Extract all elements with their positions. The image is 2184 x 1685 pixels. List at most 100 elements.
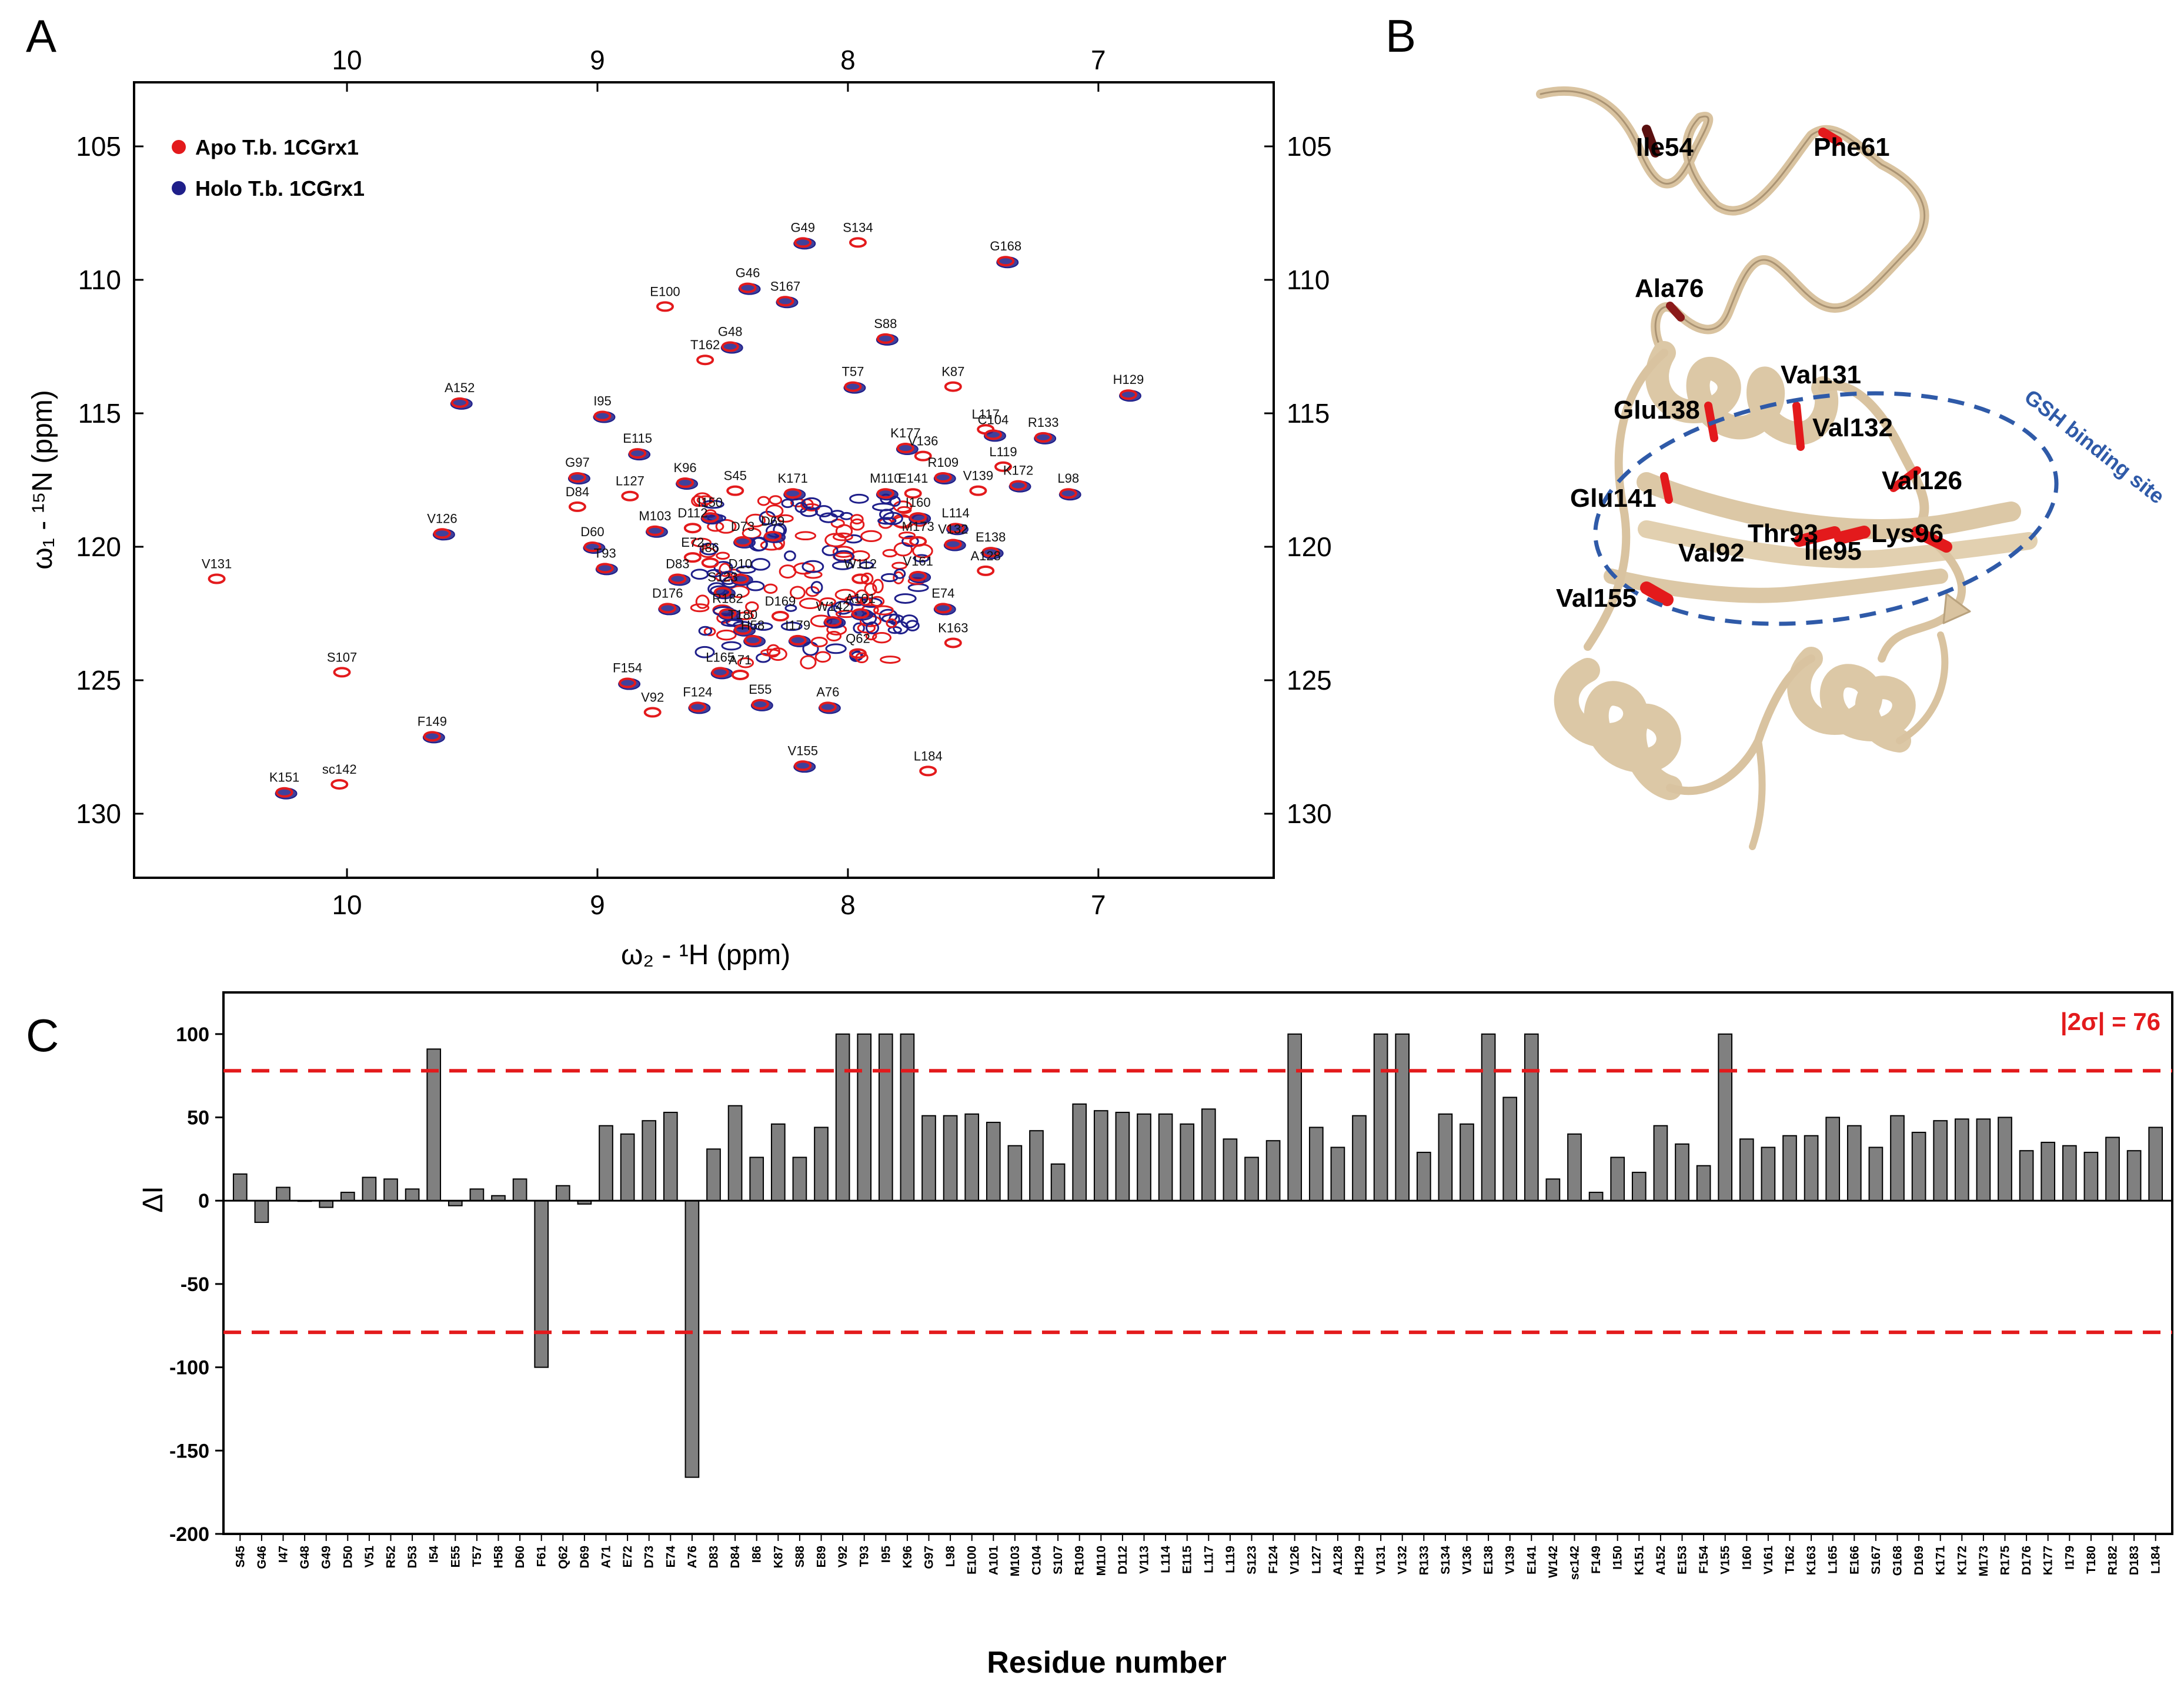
x-tick-label-bottom: 7 xyxy=(1091,890,1106,920)
peak-contour xyxy=(859,561,874,570)
peak-contour xyxy=(745,513,766,528)
label-lys96: Lys96 xyxy=(1871,519,1943,548)
peak-apo xyxy=(593,410,612,422)
peak-apo xyxy=(764,530,782,541)
peak-contour xyxy=(819,512,838,523)
x-tick-label: V131 xyxy=(1374,1546,1388,1574)
x-tick-label: K172 xyxy=(1955,1546,1969,1575)
x-tick-label: A101 xyxy=(987,1546,1000,1576)
sigma-label: |2σ| = 76 xyxy=(2061,1008,2160,1036)
x-tick-label: R133 xyxy=(1417,1546,1431,1575)
peak-apo xyxy=(713,587,732,598)
x-tick-label: V155 xyxy=(1719,1546,1732,1574)
peak-label: D84 xyxy=(566,484,589,499)
peak-apo xyxy=(656,301,674,312)
bar-k151 xyxy=(1631,1172,1647,1202)
bar-s107 xyxy=(1050,1163,1066,1202)
peak-apo xyxy=(944,381,962,392)
bar-d112 xyxy=(1115,1112,1130,1202)
peak-contour xyxy=(860,530,882,543)
peak-label: A76 xyxy=(816,684,839,699)
bar-v132 xyxy=(1395,1033,1410,1202)
peak-apo xyxy=(909,512,927,523)
x-tick-label: S167 xyxy=(1869,1546,1883,1574)
peak-apo xyxy=(208,573,226,584)
peak-apo xyxy=(696,355,714,366)
peak-contour xyxy=(763,583,778,594)
peak-label: R182 xyxy=(712,591,743,606)
bar-f124 xyxy=(1265,1140,1281,1202)
y-tick-label: 100 xyxy=(176,1024,209,1046)
x-tick-label: R175 xyxy=(1999,1546,2012,1576)
peak-label: A101 xyxy=(846,591,876,606)
label-val132: Val132 xyxy=(1812,413,1893,442)
x-tick-label: K177 xyxy=(2042,1546,2055,1575)
peak-contour xyxy=(698,626,713,636)
bar-t162 xyxy=(1782,1135,1797,1202)
x-tick-label: T57 xyxy=(470,1546,484,1567)
y-tick-label-right: 120 xyxy=(1287,531,1332,562)
peak-contour xyxy=(898,531,916,540)
legend-apo-marker xyxy=(172,140,186,154)
peak-contour xyxy=(794,531,817,541)
protein-ribbon xyxy=(1536,86,2038,850)
legend-holo-label: Holo T.b. 1CGrx1 xyxy=(195,176,365,200)
bar-d183 xyxy=(2126,1150,2142,1202)
x-tick-label: D83 xyxy=(707,1546,721,1569)
y-tick-label-left: 105 xyxy=(76,131,121,162)
bar-d169 xyxy=(1911,1132,1926,1202)
peak-contour xyxy=(872,579,884,594)
y-tick-label: -50 xyxy=(181,1273,209,1296)
bar-v131 xyxy=(1373,1033,1388,1202)
x-tick-label: L117 xyxy=(1202,1546,1215,1573)
peak-label: L184 xyxy=(914,748,943,763)
panel-b-letter: B xyxy=(1385,10,1416,62)
peak-label: S107 xyxy=(327,650,357,664)
peak-contour xyxy=(769,495,783,505)
peak-contour xyxy=(695,594,710,609)
peak-contour xyxy=(871,631,892,644)
x-tick-label: I54 xyxy=(428,1546,441,1563)
legend-holo-marker xyxy=(172,181,186,195)
x-tick-label: S107 xyxy=(1051,1546,1065,1574)
x-tick-label: K171 xyxy=(1934,1546,1948,1576)
x-tick-label: E115 xyxy=(1181,1546,1194,1574)
x-tick-label: A76 xyxy=(686,1546,699,1569)
peak-label: V155 xyxy=(788,743,818,758)
peak-apo xyxy=(944,539,962,550)
peak-contour xyxy=(753,622,773,631)
bar-e100 xyxy=(964,1113,980,1202)
bar-a71 xyxy=(599,1125,613,1202)
peak-apo xyxy=(721,341,739,352)
peak-label: F124 xyxy=(683,684,712,699)
x-tick-label: E55 xyxy=(449,1546,462,1568)
peak-contour xyxy=(880,573,899,583)
panel-b-structure: B xyxy=(1385,10,2169,850)
x-tick-label: A152 xyxy=(1654,1546,1668,1575)
peak-apo xyxy=(994,461,1012,472)
x-tick-label: I150 xyxy=(1611,1546,1625,1570)
bar-r175 xyxy=(1998,1116,2012,1202)
peak-apo xyxy=(844,381,862,392)
panel-c-frame xyxy=(222,991,2173,1535)
peak-apo xyxy=(619,677,637,688)
x-tick-label: D53 xyxy=(406,1546,419,1569)
peak-contour xyxy=(721,641,742,651)
peak-apo xyxy=(851,573,870,584)
peak-label: V132 xyxy=(938,521,968,536)
x-tick-label: F149 xyxy=(1589,1546,1603,1574)
peak-contour xyxy=(769,647,787,661)
x-tick-label: D176 xyxy=(2020,1546,2033,1575)
peak-contour xyxy=(746,580,765,591)
peak-apo xyxy=(701,512,719,523)
peak-contour xyxy=(882,549,898,558)
x-tick-label: E89 xyxy=(815,1546,829,1567)
x-tick-label-top: 9 xyxy=(590,45,605,75)
peak-contour xyxy=(905,620,920,631)
peak-contour xyxy=(810,636,828,647)
peak-label: G168 xyxy=(990,239,1021,253)
y-tick-label-left: 115 xyxy=(78,398,121,429)
peak-label: S88 xyxy=(874,316,897,331)
x-tick-label: A128 xyxy=(1331,1546,1345,1576)
y-tick-label-right: 115 xyxy=(1287,398,1330,429)
